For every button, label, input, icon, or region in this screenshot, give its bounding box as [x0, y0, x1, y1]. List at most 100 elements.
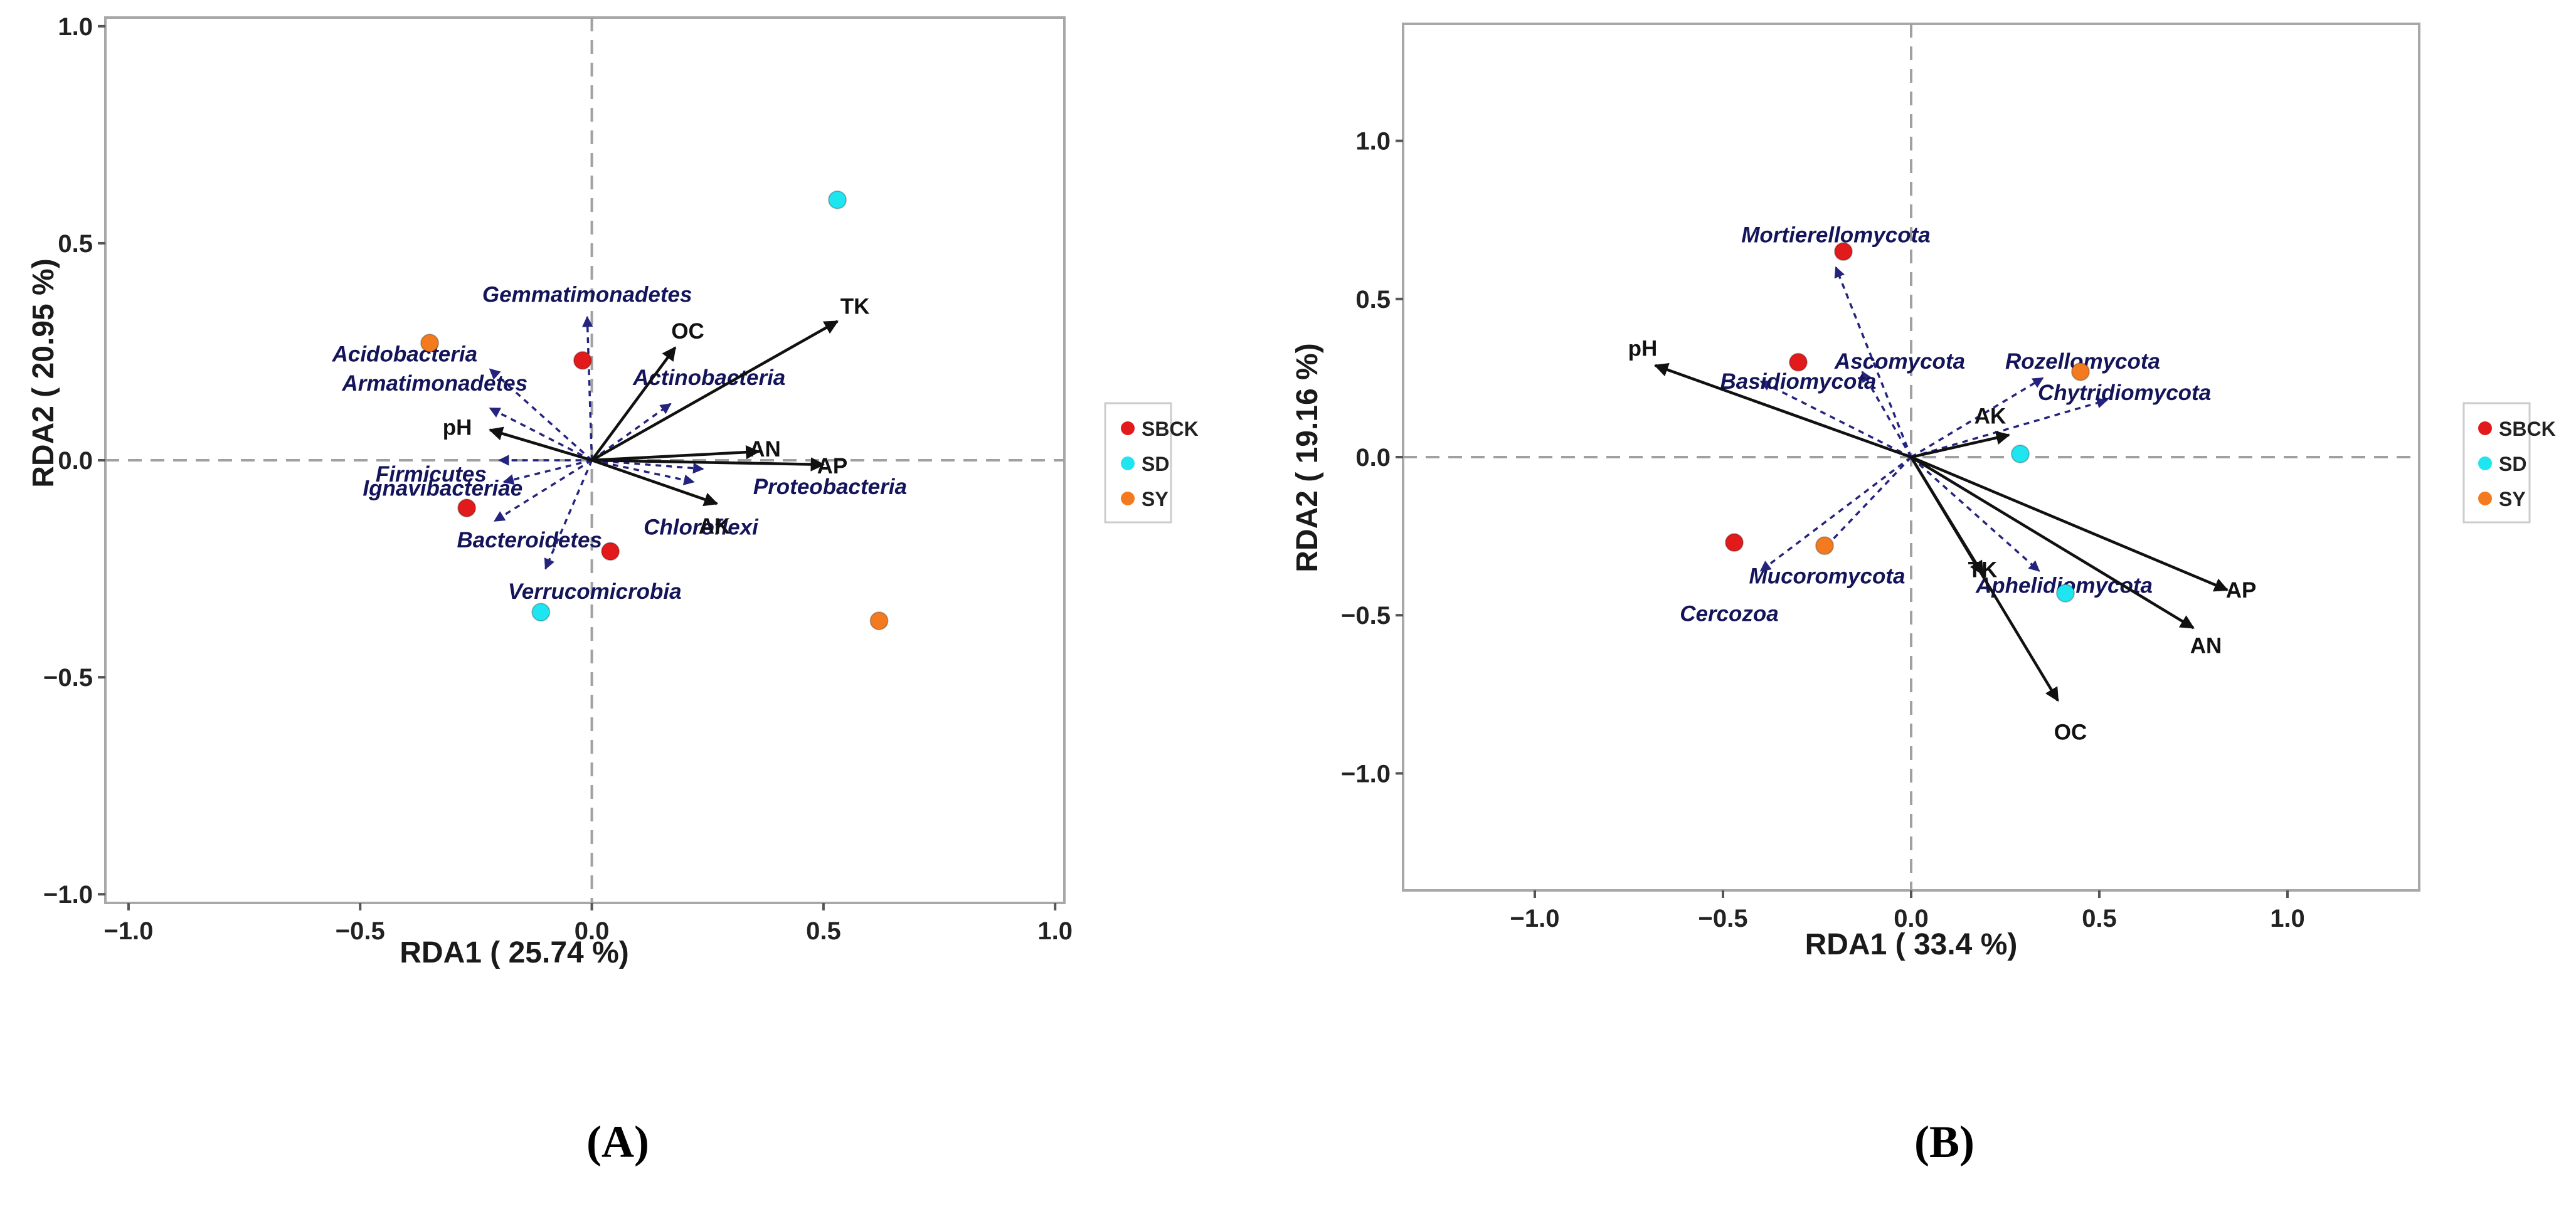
x-tick-label-b: −0.5 [1699, 905, 1748, 932]
env-arrow-oc [590, 346, 677, 462]
y-tick-label-a: 1.0 [58, 13, 93, 41]
taxon-label-mucoromycota: Mucoromycota [1749, 564, 1905, 588]
env-label-an: AN [2190, 633, 2222, 658]
taxon-label-acidobacteria: Acidobacteria [332, 342, 477, 367]
taxon-label-chloroflexi: Chloroflexi [644, 515, 759, 540]
legend-swatch-sy-a [1121, 492, 1135, 505]
y-tick-label-a: 0.5 [58, 230, 93, 258]
legend-swatch-sy-b [2478, 492, 2492, 505]
y-tick-label-b: 0.5 [1355, 286, 1391, 314]
panel-a: RDA2 ( 20.95 %) RDA1 ( 25.74 %) SBCK SD … [27, 13, 1199, 1167]
taxon-label-ignavibacteriae: Ignavibacteriae [363, 477, 522, 501]
env-arrow-an [591, 445, 760, 462]
x-tick-label-b: 1.0 [2270, 905, 2305, 932]
env-label-an: AN [749, 437, 781, 462]
taxon-arrow-rozellomycota [1911, 377, 2044, 458]
taxon-arrow-chytridiomycota [1911, 398, 2108, 458]
env-label-oc: OC [671, 319, 704, 344]
taxon-label-cercozoa: Cercozoa [1680, 602, 1779, 626]
taxon-label-proteobacteria: Proteobacteria [753, 475, 907, 499]
taxon-arrow-armatimonadetes [489, 407, 593, 462]
legend-label-sbck-b: SBCK [2499, 418, 2556, 440]
x-tick-label-b: −1.0 [1510, 905, 1560, 932]
legend-swatch-sd-b [2478, 456, 2492, 470]
sample-point-sbck [1789, 352, 1808, 372]
y-tick-label-b: 0.0 [1355, 444, 1391, 472]
sample-point-sy [869, 611, 889, 631]
y-tick-label-b: 1.0 [1355, 128, 1391, 156]
sample-point-sy [420, 334, 440, 353]
env-arrow-ap [1911, 455, 2229, 592]
x-tick-label-a: −1.0 [103, 917, 153, 945]
taxon-label-armatimonadetes: Armatimonadetes [341, 371, 527, 396]
x-tick-label-b: 0.0 [1894, 905, 1929, 932]
sample-point-sbck [1725, 533, 1744, 552]
env-arrow-an [1910, 456, 2195, 630]
y-tick-label-b: −0.5 [1341, 602, 1391, 630]
taxon-arrow-mucoromycota [1820, 456, 1912, 553]
env-label-ph: pH [443, 416, 472, 440]
env-arrow-ak [1911, 431, 2011, 459]
env-label-ap: AP [2226, 578, 2257, 603]
env-arrow-ph [488, 426, 593, 462]
env-label-tk: TK [1968, 558, 1998, 583]
legend-swatch-sd-a [1121, 456, 1135, 470]
legend-swatch-sbck-a [1121, 421, 1135, 435]
env-arrow-tk [591, 320, 839, 462]
x-tick-label-a: −0.5 [336, 917, 385, 945]
env-arrow-ak [591, 458, 719, 507]
xlabel-b: RDA1 ( 33.4 %) [1805, 928, 2018, 961]
x-tick-label-b: 0.5 [2082, 905, 2117, 932]
y-tick-label-a: −1.0 [43, 881, 93, 909]
legend-label-sy-a: SY [1142, 488, 1169, 510]
legend-label-sd-a: SD [1142, 453, 1169, 475]
taxon-label-actinobacteria: Actinobacteria [632, 366, 785, 390]
sample-point-sbck [573, 351, 592, 370]
taxon-label-firmicutes: Firmicutes [376, 462, 487, 487]
legend-a: SBCK SD SY [1104, 402, 1199, 524]
sample-point-sy [1815, 536, 1834, 556]
sample-point-sd [828, 190, 847, 209]
taxon-label-bacteroidetes: Bacteroidetes [457, 528, 602, 552]
env-label-ak: AK [1974, 404, 2006, 429]
taxon-label-ascomycota: Ascomycota [1834, 349, 1965, 374]
sample-point-sbck [457, 498, 477, 518]
y-tick-label-a: −0.5 [43, 664, 93, 692]
env-label-ph: pH [1628, 337, 1658, 361]
sample-point-sbck [1834, 242, 1853, 261]
taxon-arrow-aphelidiomycota [1910, 456, 2040, 572]
env-arrow-ph [1653, 362, 1912, 459]
env-label-ak: AK [699, 514, 731, 539]
x-tick-label-a: 0.0 [575, 917, 610, 945]
taxon-label-basidiomycota: Basidiomycota [1720, 369, 1877, 394]
legend-swatch-sbck-b [2478, 421, 2492, 435]
taxon-arrow-mortierellomycota [1834, 266, 1912, 458]
xlabel-a: RDA1 ( 25.74 %) [400, 936, 628, 969]
sample-point-sy [2071, 362, 2090, 381]
legend-label-sd-b: SD [2499, 453, 2526, 475]
legend-b: SBCK SD SY [2462, 402, 2556, 524]
taxon-label-gemmatimonadetes: Gemmatimonadetes [482, 283, 692, 307]
env-arrow-tk [1910, 456, 1984, 576]
sample-point-sd [531, 603, 551, 622]
y-tick-label-b: −1.0 [1341, 760, 1391, 788]
taxon-label-chytridiomycota: Chytridiomycota [2038, 381, 2211, 405]
taxon-arrow-verrucomicrobia [544, 460, 593, 570]
legend-label-sy-b: SY [2499, 488, 2526, 510]
sample-point-sd [2011, 444, 2030, 463]
sample-point-sd [2056, 583, 2075, 603]
panel-caption-b: (B) [1914, 1117, 1974, 1167]
taxon-arrow-basidiomycota [1759, 380, 1912, 458]
taxon-arrow-acidobacteria [489, 368, 593, 462]
y-tick-label-a: 0.0 [58, 447, 93, 475]
taxon-arrow-cercozoa [1759, 456, 1912, 572]
panel-b: RDA2 ( 19.16 %) RDA1 ( 33.4 %) SBCK SD S… [1291, 23, 2556, 1167]
env-arrow-ap [591, 457, 825, 472]
taxon-arrow-proteobacteria [591, 459, 704, 474]
x-tick-label-a: 0.5 [806, 917, 841, 945]
ylabel-a: RDA2 ( 20.95 %) [27, 258, 60, 487]
ylabel-b: RDA2 ( 19.16 %) [1291, 343, 1324, 572]
taxon-arrow-bacteroidetes [493, 459, 593, 522]
taxon-arrow-ignavibacteriae [502, 459, 592, 485]
